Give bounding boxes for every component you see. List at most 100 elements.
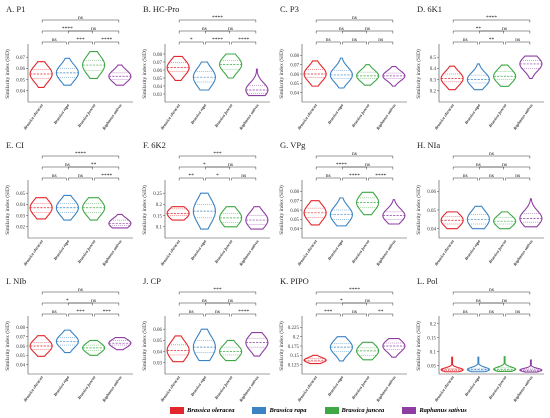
y-tick-label: 0.225	[288, 326, 300, 331]
y-axis-label: Similarity index (SID)	[415, 49, 422, 99]
violin-body	[466, 205, 490, 230]
y-tick-label: 0.04	[153, 85, 162, 90]
y-tick-label: 0.03	[16, 214, 25, 219]
y-tick-label: 0.25	[153, 192, 162, 197]
y-tick-label: 0.05	[290, 82, 299, 87]
significance-label: ***	[103, 309, 112, 315]
x-tick-label: Brassica oleracea	[159, 375, 181, 404]
significance-label: **	[189, 173, 195, 179]
y-tick-label: 0.06	[153, 69, 162, 74]
significance-bracket	[315, 166, 367, 170]
panel-title: D. 6K1	[417, 4, 442, 14]
violin-panel: E. CI Similarity index (SID) 0.02 0.03 0.04 0…	[4, 140, 133, 267]
significance-bracket	[315, 155, 394, 159]
significance-bracket	[94, 313, 120, 317]
legend-swatch	[170, 406, 184, 414]
y-tick-label: 0.05	[16, 354, 25, 359]
x-tick-label: Brassica juncea	[213, 103, 233, 129]
x-tick-label: Brassica rapa	[326, 375, 344, 398]
y-tick-label: 0.08	[290, 54, 299, 59]
significance-bracket	[205, 302, 257, 306]
x-tick-label: Brassica rapa	[463, 375, 481, 398]
x-tick-label: Raphanus sativus	[101, 102, 123, 130]
significance-bracket	[368, 41, 394, 45]
violin-body	[519, 55, 543, 80]
panel-title: A. P1	[6, 4, 25, 14]
y-tick-label: 0.4	[430, 67, 437, 72]
significance-bracket	[178, 177, 204, 181]
significance-bracket	[452, 41, 478, 45]
y-tick-label: 0.05	[16, 192, 25, 197]
significance-label: *	[203, 162, 206, 168]
significance-label: ns	[476, 298, 481, 304]
x-tick-label: Raphanus sativus	[238, 238, 260, 266]
significance-bracket	[505, 41, 531, 45]
x-tick-label: Brassica juncea	[487, 103, 507, 129]
significance-label: **	[378, 309, 384, 315]
significance-bracket	[178, 302, 230, 306]
significance-bracket	[41, 302, 93, 306]
x-tick-label: Brassica rapa	[52, 239, 70, 262]
x-tick-label: Brassica juncea	[350, 239, 370, 265]
x-tick-label: Raphanus sativus	[101, 238, 123, 266]
significance-label: ns	[365, 298, 370, 304]
significance-label: ns	[365, 162, 370, 168]
legend-swatch	[324, 406, 339, 414]
significance-label: ns	[502, 26, 507, 32]
significance-bracket	[505, 177, 531, 181]
x-tick-label: Brassica oleracea	[159, 103, 181, 132]
y-tick-label: 0.2	[293, 335, 300, 340]
y-tick-label: 0.07	[16, 335, 25, 340]
y-tick-label: 0.04	[153, 350, 162, 355]
significance-label: ns	[52, 309, 57, 315]
panel-title: I. NIb	[6, 276, 26, 286]
significance-bracket	[452, 313, 478, 317]
significance-label: ns	[378, 37, 383, 43]
significance-bracket	[315, 291, 394, 295]
legend-swatch	[402, 406, 417, 414]
x-tick-label: Brassica oleracea	[433, 239, 455, 268]
significance-bracket	[68, 177, 93, 181]
x-tick-label: Brassica rapa	[52, 103, 70, 126]
y-axis-label: Similarity index (SID)	[278, 49, 285, 99]
legend-label: Brassica juncea	[341, 406, 385, 414]
legend-item-juncea: Brassica juncea	[324, 406, 385, 414]
significance-label: ns	[202, 298, 207, 304]
significance-label: ns	[91, 298, 96, 304]
significance-label: ns	[215, 309, 220, 315]
y-axis-label: Similarity index (SID)	[141, 185, 148, 235]
violin-panel: H. NIa Similarity index (SID) 0.04 0.05 0.06…	[415, 140, 544, 267]
significance-label: ****	[101, 37, 112, 43]
x-tick-label: Brassica juncea	[350, 103, 370, 129]
significance-label: *	[66, 298, 69, 304]
violin-panel: K. PIPO Similarity index (SID) 0.125 0.15 0.…	[278, 276, 407, 403]
violin-body	[303, 354, 327, 365]
significance-label: ***	[213, 151, 222, 157]
legend-label: Brassica rapa	[269, 406, 307, 414]
significance-bracket	[68, 166, 120, 170]
significance-bracket	[41, 166, 93, 170]
x-tick-label: Brassica juncea	[350, 375, 370, 401]
significance-bracket	[178, 155, 257, 159]
significance-label: ns	[228, 162, 233, 168]
significance-label: ns	[489, 173, 494, 179]
significance-bracket	[315, 41, 341, 45]
y-tick-label: 0.02	[16, 226, 25, 231]
y-axis-label: Similarity index (SID)	[278, 185, 285, 235]
y-tick-label: 0.03	[153, 93, 162, 98]
panel-title: F. 6K2	[143, 140, 166, 150]
significance-bracket	[479, 177, 504, 181]
significance-label: ns	[489, 151, 494, 157]
significance-bracket	[94, 177, 120, 181]
significance-bracket	[342, 177, 367, 181]
x-tick-label: Raphanus sativus	[375, 238, 397, 266]
significance-label: ns	[352, 15, 357, 21]
x-tick-label: Brassica oleracea	[159, 239, 181, 268]
significance-bracket	[68, 41, 93, 45]
x-tick-label: Brassica oleracea	[296, 103, 318, 132]
significance-bracket	[452, 155, 531, 159]
x-tick-label: Brassica juncea	[213, 375, 233, 401]
violin-body	[493, 64, 517, 87]
violin-body	[245, 332, 269, 357]
significance-bracket	[452, 30, 504, 34]
